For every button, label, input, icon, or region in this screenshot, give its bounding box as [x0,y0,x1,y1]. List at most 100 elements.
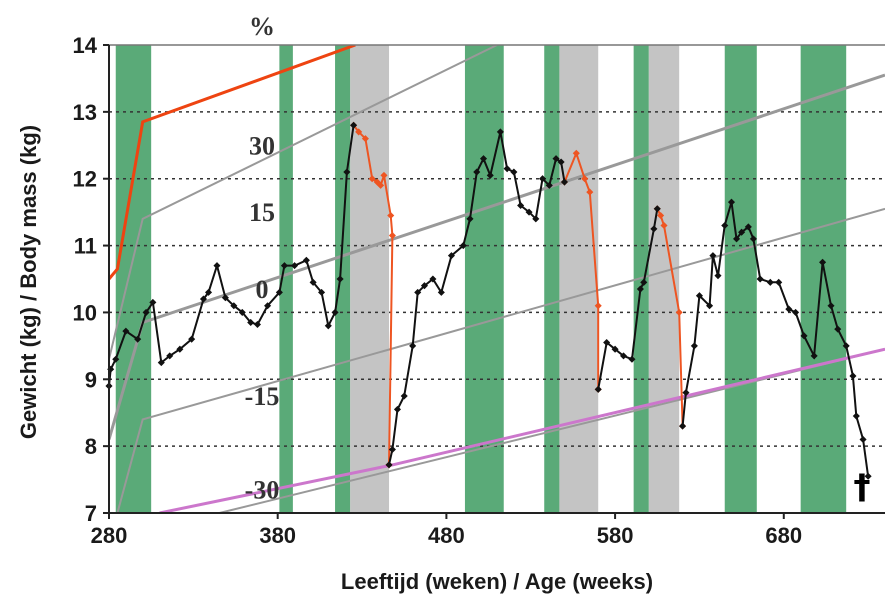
reference-line [109,45,498,360]
decline-point [387,211,395,220]
plot-frame [108,44,885,514]
body-mass-point [819,258,827,266]
body-mass-point [721,221,729,230]
body-mass-point [188,335,196,343]
body-mass-point [473,168,481,176]
body-mass-point [749,235,757,243]
x-axis-title: Leeftijd (weken) / Age (weeks) [341,569,653,594]
body-mass-series [105,121,872,480]
body-mass-point [756,275,764,283]
body-mass-point [695,292,703,300]
decline-point [572,149,580,157]
decline-point [355,128,363,136]
body-mass-point [864,472,872,480]
green-period-band [724,45,757,513]
body-mass-point [785,305,793,313]
body-mass-point [318,288,326,296]
body-mass-point [176,345,184,353]
decline-point [660,221,668,230]
y-tick-label: 12 [73,167,97,192]
body-mass-point [429,275,437,283]
body-mass-point [619,352,628,360]
body-mass-point [122,327,130,335]
body-mass-point [611,345,619,353]
body-mass-point [275,288,283,296]
body-mass-point [414,288,422,296]
body-mass-point [420,282,428,290]
body-mass-point [714,272,722,280]
body-mass-point [291,262,299,270]
body-mass-point [650,225,658,233]
body-mass-point [636,285,644,293]
body-mass-point [324,322,332,330]
decline-point [388,232,396,240]
body-mass-point [810,352,818,360]
body-mass-point [343,168,351,176]
decline-point [581,175,589,183]
body-mass-point [532,215,540,223]
body-mass-point [709,252,717,260]
body-mass-point [503,165,511,173]
reference-label: 0 [256,275,269,304]
body-mass-point [852,412,860,420]
gray-period-band [350,45,390,513]
body-mass-point [388,445,396,454]
green-period-band [279,45,293,513]
death-marker: † [854,467,871,507]
decline-line [563,150,600,390]
body-mass-point [409,342,417,350]
body-mass-point [149,298,157,306]
reference-label: -15 [245,382,280,411]
body-mass-point [230,302,238,310]
gray-period-band [648,45,680,513]
reference-label: 15 [249,198,275,227]
green-period-band [633,45,649,513]
body-mass-point [834,325,842,333]
body-mass-point [331,308,339,316]
body-mass-point [437,288,445,296]
body-mass-point [112,355,120,363]
body-mass-point [560,178,569,186]
green-period-band [115,45,152,513]
body-mass-point [539,175,547,183]
body-mass-point [142,308,150,316]
x-tick-label: 380 [259,523,296,548]
body-mass-point [733,235,741,243]
decline-point [361,135,369,143]
body-mass-line [388,131,566,466]
body-mass-point [557,158,565,166]
body-mass-point [199,295,208,303]
body-mass-point [466,215,474,223]
body-mass-point [400,392,408,400]
y-tick-label: 10 [73,300,97,325]
decline-point [657,211,665,220]
body-mass-point [640,278,648,286]
body-mass-point [682,389,690,397]
body-mass-point [653,205,661,213]
body-mass-point [552,155,560,163]
body-mass-point [628,355,636,363]
body-mass-point [800,332,808,340]
reference-labels: 30 15 0 -15 -30 [245,131,280,504]
body-mass-point [309,278,317,286]
y-tick-label: 8 [85,434,97,459]
body-mass-point [336,275,344,283]
body-mass-point [706,302,714,310]
body-mass-point [545,181,553,189]
secondary-axis-unit: % [249,12,275,41]
y-axis-title: Gewicht (kg) / Body mass (kg) [16,125,41,439]
body-mass-point [690,342,698,350]
body-mass-point [738,228,746,236]
body-mass-point [842,342,850,350]
x-tick-label: 680 [765,523,802,548]
body-mass-point [479,155,488,163]
body-mass-point [849,372,857,380]
green-period-band [800,45,847,513]
decline-point [675,308,683,316]
body-mass-point [594,385,602,393]
body-mass-point [350,121,358,129]
decline-point [377,181,385,189]
body-mass-point [264,302,272,310]
y-tick-label: 14 [73,33,98,58]
green-period-band [464,45,504,513]
